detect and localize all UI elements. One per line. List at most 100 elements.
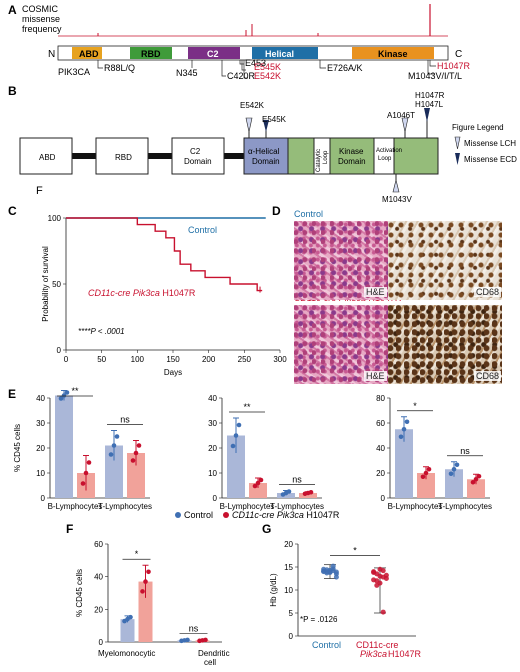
data-point xyxy=(130,458,136,463)
hb-point xyxy=(371,577,377,583)
rbd-domain xyxy=(130,47,172,59)
data-point xyxy=(185,637,190,643)
hb-point xyxy=(371,570,377,576)
f-y-label: % CD45 cells xyxy=(75,569,84,617)
c-y-tick-label: 0 xyxy=(57,346,62,355)
mut-curve-label: CD11c-cre Pik3ca H1047R xyxy=(88,288,196,298)
data-point xyxy=(83,470,89,476)
helical-domain xyxy=(252,47,318,59)
b-e542k: E542K xyxy=(240,101,265,110)
b-c2-1: C2 xyxy=(190,147,201,156)
panel-f-letter: F xyxy=(66,522,73,536)
mut-c420r: C420R xyxy=(227,71,256,81)
hb-point xyxy=(380,609,386,615)
b-act-1: Activation xyxy=(376,148,402,154)
c-x-tick-label: 150 xyxy=(166,355,180,364)
e-y-label: % CD45 cells xyxy=(13,424,22,472)
y-tick-label: 10 xyxy=(208,469,217,478)
b-abd: ABD xyxy=(39,153,56,162)
data-point xyxy=(114,434,120,439)
bar-control xyxy=(227,435,245,498)
legend-title: Figure Legend xyxy=(452,123,504,132)
c2-box xyxy=(171,137,225,175)
y-tick-label: 20 xyxy=(36,444,45,453)
cd68-label-mutant: CD68 xyxy=(474,371,502,381)
g-y-tick-label: 20 xyxy=(284,540,293,549)
sig-label: ns xyxy=(189,624,199,634)
data-point xyxy=(61,393,67,398)
pik3ca-schematic xyxy=(19,137,439,175)
y-tick-label: 10 xyxy=(36,469,45,478)
data-point xyxy=(58,396,64,401)
f-cat-2a: Dendritic xyxy=(198,649,230,658)
legend-lch: Missense LCH xyxy=(464,139,516,148)
helical-label: Helical xyxy=(265,49,294,59)
y-tick-label: 60 xyxy=(376,419,385,428)
rbd-box xyxy=(95,137,149,175)
e-chart-2: 0 10 20 30 40 ** B-Lymphocytes ns T-Lymphocytes xyxy=(208,394,324,511)
data-point xyxy=(476,473,482,479)
sig-label: ** xyxy=(243,402,251,412)
f-cat-1: Myelomonocytic xyxy=(98,649,155,658)
data-point xyxy=(423,470,429,476)
e-legend: Control CD11c-cre Pik3ca H1047R xyxy=(175,510,340,520)
c-x-tick-label: 100 xyxy=(131,355,145,364)
bar-mutant xyxy=(127,453,145,498)
b-rbd: RBD xyxy=(115,153,132,162)
data-point xyxy=(140,589,145,594)
hemoglobin-chart: 0 5 10 15 20 Hb (g/dL) * xyxy=(269,540,416,641)
g-y-tick-label: 0 xyxy=(289,632,294,641)
y-tick-label: 20 xyxy=(376,469,385,478)
abd-box xyxy=(19,137,73,175)
bar-mutant xyxy=(417,473,435,498)
c2-domain xyxy=(188,47,240,59)
survival-pvalue: ****P < .0001 xyxy=(78,327,125,336)
c-x-tick-label: 300 xyxy=(273,355,287,364)
bar-control xyxy=(120,619,135,642)
bar-mutant xyxy=(138,581,153,642)
mut-m1043: M1043V/I/T/L xyxy=(408,71,462,81)
data-point xyxy=(133,450,139,456)
sig-label: * xyxy=(135,549,139,559)
data-point xyxy=(308,489,314,495)
cd68-mutant-image xyxy=(388,305,502,384)
mut-h1047r-a: H1047R xyxy=(437,61,471,71)
bar-control xyxy=(55,395,73,498)
f-cat-2b: cell xyxy=(204,658,216,667)
lch-pins xyxy=(245,108,430,193)
data-point xyxy=(448,471,454,477)
panel-a-letter: A xyxy=(8,3,17,17)
bar-control xyxy=(105,445,123,498)
legend-ecd: Missense ECD xyxy=(464,155,517,164)
g-y-label: Hb (g/dL) xyxy=(269,573,278,607)
cd68-control-image xyxy=(388,221,502,300)
data-point xyxy=(401,426,407,432)
y-tick-label: 20 xyxy=(94,605,103,614)
control-curve-label: Control xyxy=(188,225,217,235)
category-label: B-Lymphocytes xyxy=(220,502,275,511)
b-kin-1: Kinase xyxy=(339,147,364,156)
y-tick-label: 80 xyxy=(376,394,385,403)
y-tick-label: 0 xyxy=(99,638,104,647)
bar-control xyxy=(395,429,413,498)
panel-f-stray-letter: F xyxy=(36,185,43,197)
category-label: B-Lymphocytes xyxy=(48,502,103,511)
data-point xyxy=(233,433,239,438)
c-x-label: Days xyxy=(164,368,182,377)
data-point xyxy=(236,422,242,428)
category-label: B-Lymphocytes xyxy=(388,502,443,511)
myeloid-bar-chart: 0 20 40 60 * ns % CD45 cells xyxy=(75,540,222,647)
hb-point xyxy=(383,572,389,578)
data-point xyxy=(230,443,236,449)
b-e545k: E545K xyxy=(262,115,287,124)
mut-e542k: E542K xyxy=(254,71,281,81)
g-cat-mut-1: CD11c-cre xyxy=(356,640,398,650)
data-point xyxy=(203,637,208,643)
mut-e545k: E545K xyxy=(254,62,281,72)
y-tick-label: 40 xyxy=(376,444,385,453)
data-point xyxy=(473,476,479,482)
panel-g-letter: G xyxy=(262,522,271,536)
e-chart-3: 0 20 40 60 80 * B-Lymphocytes ns T-Lymphocytes xyxy=(376,394,492,511)
y-tick-label: 20 xyxy=(208,444,217,453)
